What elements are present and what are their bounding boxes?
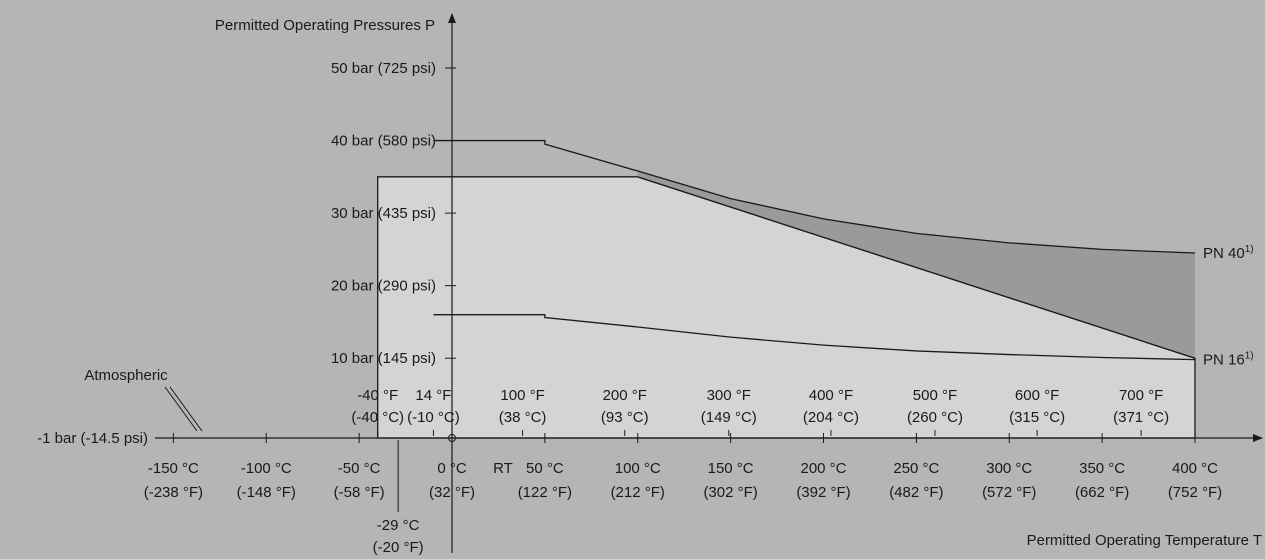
y-tick-label: 30 bar (435 psi): [331, 205, 436, 222]
y-tick-label: -1 bar (-14.5 psi): [37, 430, 148, 447]
permitted-boundary-line: [637, 176, 1196, 359]
x-tick-label-celsius-f: (32 °F): [429, 484, 475, 501]
x-tick-label-celsius: 100 °C: [615, 460, 661, 477]
x-tick-label-fahrenheit: 200 °F: [603, 387, 647, 404]
x-tick-label-celsius-f: (662 °F): [1075, 484, 1129, 501]
atmospheric-label: Atmospheric: [84, 367, 168, 384]
x-tick-label-fahrenheit: 100 °F: [500, 387, 544, 404]
series-label-pn16: PN 161): [1203, 351, 1254, 369]
x-tick-label-fahrenheit: 600 °F: [1015, 387, 1059, 404]
x-tick-label-celsius-f: (212 °F): [611, 484, 665, 501]
x-tick-label-fahrenheit: -40 °F: [357, 387, 398, 404]
series-line-pn40: [433, 139, 1196, 254]
y-tick-label: 10 bar (145 psi): [331, 350, 436, 367]
y-axis-title: Permitted Operating Pressures P: [215, 17, 435, 34]
x-tick-label-celsius-f: (122 °F): [518, 484, 572, 501]
x-tick-label-fahrenheit: 700 °F: [1119, 387, 1163, 404]
x-tick-label-celsius: -100 °C: [241, 460, 292, 477]
x-tick-label-celsius: 400 °C: [1172, 460, 1218, 477]
origin-marker: [448, 434, 456, 442]
x-tick-label-fahrenheit: 400 °F: [809, 387, 853, 404]
x-tick-label-fahrenheit-c: (371 °C): [1113, 409, 1169, 426]
min-temp-marker-label: -29 °C: [377, 517, 420, 534]
x-tick-label-celsius-f: (482 °F): [889, 484, 943, 501]
x-tick-label-celsius: 0 °C: [437, 460, 467, 477]
x-tick-label-fahrenheit-c: (-10 °C): [407, 409, 460, 426]
x-tick-label-celsius: 150 °C: [708, 460, 754, 477]
atmospheric-leader-b: [169, 386, 203, 432]
x-tick-label-celsius: 200 °C: [800, 460, 846, 477]
x-axis-title: Permitted Operating Temperature T: [1027, 532, 1262, 549]
x-tick-label-fahrenheit: 500 °F: [913, 387, 957, 404]
x-tick-label-fahrenheit-c: (149 °C): [701, 409, 757, 426]
x-tick-label-celsius: 250 °C: [893, 460, 939, 477]
y-tick-label: 20 bar (290 psi): [331, 278, 436, 295]
x-tick-label-celsius-f: (572 °F): [982, 484, 1036, 501]
x-tick-label-celsius: -50 °C: [338, 460, 381, 477]
x-tick-label-fahrenheit-c: (260 °C): [907, 409, 963, 426]
x-tick-label-celsius-f: (752 °F): [1168, 484, 1222, 501]
x-tick-label-celsius-f: (-58 °F): [334, 484, 385, 501]
x-tick-label-celsius-f: (-238 °F): [144, 484, 203, 501]
x-tick-label-celsius-f: (392 °F): [796, 484, 850, 501]
pn40-band-fill: [637, 171, 1195, 359]
y-tick-label: 50 bar (725 psi): [331, 60, 436, 77]
x-tick-label-celsius: 350 °C: [1079, 460, 1125, 477]
x-tick-label-fahrenheit-c: (204 °C): [803, 409, 859, 426]
x-tick-label-celsius: 300 °C: [986, 460, 1032, 477]
x-tick-label-celsius-f: (-148 °F): [237, 484, 296, 501]
x-tick-label-fahrenheit-c: (315 °C): [1009, 409, 1065, 426]
rt-label: RT: [493, 460, 513, 477]
x-tick-label-celsius-f: (302 °F): [703, 484, 757, 501]
x-tick-label-celsius: -150 °C: [148, 460, 199, 477]
x-tick-label-fahrenheit-c: (38 °C): [499, 409, 547, 426]
series-label-pn40: PN 401): [1203, 244, 1254, 262]
min-temp-marker-label-f: (-20 °F): [373, 539, 424, 556]
x-tick-label-fahrenheit-c: (93 °C): [601, 409, 649, 426]
y-tick-label: 40 bar (580 psi): [331, 133, 436, 150]
x-tick-label-fahrenheit: 14 °F: [415, 387, 451, 404]
x-tick-label-fahrenheit-c: (-40 °C): [351, 409, 404, 426]
x-tick-label-celsius: 50 °C: [526, 460, 564, 477]
series-line-pn16: [433, 314, 1196, 361]
x-tick-label-fahrenheit: 300 °F: [707, 387, 751, 404]
atmospheric-leader-a: [164, 386, 198, 432]
